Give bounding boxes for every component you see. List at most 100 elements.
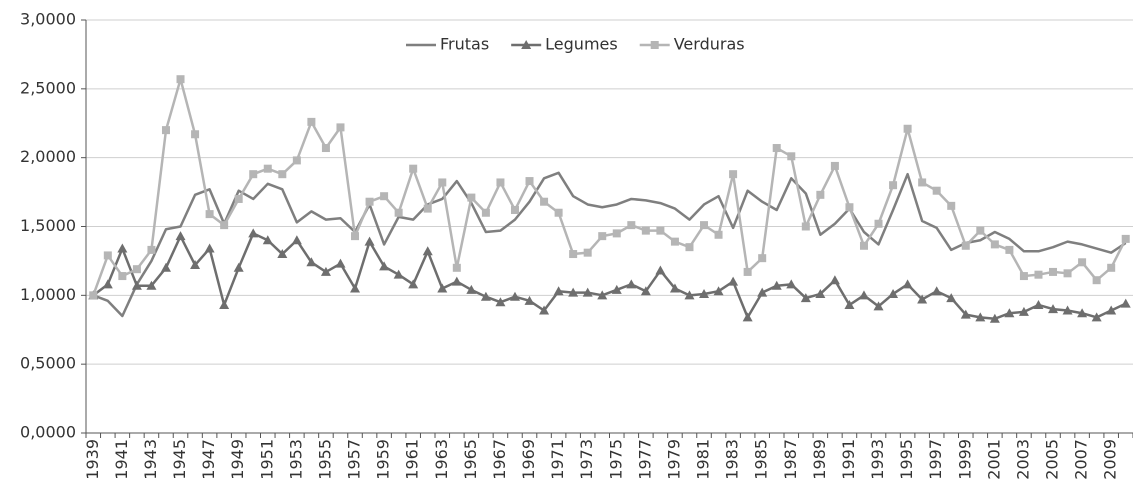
marker bbox=[758, 254, 767, 263]
x-tick-label: 1991 bbox=[839, 439, 858, 480]
x-tick-label: 1993 bbox=[868, 439, 887, 480]
x-tick-label: 1945 bbox=[170, 439, 189, 480]
marker bbox=[524, 295, 535, 305]
marker bbox=[728, 276, 739, 286]
marker bbox=[393, 269, 404, 279]
legend-item: Frutas bbox=[406, 35, 489, 54]
marker bbox=[669, 283, 680, 293]
series-line bbox=[92, 232, 1127, 320]
marker bbox=[845, 203, 854, 212]
x-tick-label: 1987 bbox=[781, 439, 800, 480]
legend-label: Legumes bbox=[545, 35, 618, 54]
marker bbox=[583, 248, 592, 257]
marker bbox=[422, 246, 433, 256]
x-tick-label: 1961 bbox=[403, 439, 422, 480]
marker bbox=[262, 235, 273, 245]
marker bbox=[131, 280, 142, 290]
marker bbox=[350, 283, 361, 293]
x-tick-label: 1971 bbox=[548, 439, 567, 480]
marker bbox=[1005, 245, 1014, 254]
marker bbox=[1107, 263, 1116, 272]
marker bbox=[379, 261, 390, 271]
marker bbox=[611, 284, 622, 294]
marker bbox=[787, 152, 796, 161]
marker bbox=[946, 293, 957, 303]
marker bbox=[539, 305, 550, 315]
marker bbox=[931, 286, 942, 296]
x-tick-label: 1947 bbox=[199, 439, 218, 480]
marker bbox=[815, 288, 826, 298]
marker bbox=[248, 228, 259, 238]
marker bbox=[423, 204, 432, 213]
marker bbox=[452, 263, 461, 272]
marker bbox=[1048, 304, 1059, 314]
marker bbox=[684, 290, 695, 300]
x-tick-label: 1963 bbox=[432, 439, 451, 480]
marker bbox=[336, 123, 345, 132]
marker bbox=[655, 265, 666, 275]
marker bbox=[947, 201, 956, 210]
marker bbox=[685, 243, 694, 252]
marker bbox=[146, 280, 157, 290]
marker bbox=[859, 241, 868, 250]
x-tick-label: 2007 bbox=[1072, 439, 1091, 480]
marker bbox=[204, 243, 215, 253]
marker bbox=[394, 208, 403, 217]
marker bbox=[858, 290, 869, 300]
marker bbox=[89, 291, 98, 300]
marker bbox=[335, 258, 346, 268]
marker bbox=[626, 279, 637, 289]
x-tick-label: 1953 bbox=[286, 439, 305, 480]
marker bbox=[729, 170, 738, 179]
x-tick-label: 1999 bbox=[955, 439, 974, 480]
marker bbox=[540, 197, 549, 206]
marker bbox=[656, 226, 665, 235]
marker bbox=[786, 279, 797, 289]
marker bbox=[365, 197, 374, 206]
marker bbox=[700, 221, 709, 230]
x-tick-label: 2001 bbox=[984, 439, 1003, 480]
marker bbox=[233, 262, 244, 272]
x-tick-label: 1957 bbox=[345, 439, 364, 480]
marker bbox=[829, 275, 840, 285]
marker bbox=[307, 117, 316, 126]
marker bbox=[509, 291, 520, 301]
marker bbox=[438, 178, 447, 187]
marker bbox=[598, 232, 607, 241]
marker bbox=[132, 265, 141, 274]
marker bbox=[1049, 267, 1058, 276]
marker bbox=[234, 194, 243, 203]
marker bbox=[321, 144, 330, 153]
marker bbox=[1063, 269, 1072, 278]
marker bbox=[961, 241, 970, 250]
marker bbox=[553, 286, 564, 296]
x-tick-label: 1967 bbox=[490, 439, 509, 480]
marker bbox=[147, 245, 156, 254]
marker bbox=[772, 144, 781, 153]
x-tick-label: 1975 bbox=[606, 439, 625, 480]
x-tick-label: 1973 bbox=[577, 439, 596, 480]
x-tick-label: 1983 bbox=[723, 439, 742, 480]
x-tick-label: 1965 bbox=[461, 439, 480, 480]
x-tick-label: 1955 bbox=[315, 439, 334, 480]
marker bbox=[990, 240, 999, 249]
marker bbox=[888, 288, 899, 298]
x-tick-label: 1981 bbox=[694, 439, 713, 480]
marker bbox=[351, 232, 360, 241]
marker bbox=[713, 286, 724, 296]
marker bbox=[932, 186, 941, 195]
marker bbox=[917, 294, 928, 304]
marker bbox=[249, 170, 258, 179]
marker bbox=[380, 192, 389, 201]
marker bbox=[582, 287, 593, 297]
marker bbox=[699, 288, 710, 298]
marker bbox=[800, 293, 811, 303]
marker bbox=[277, 249, 288, 259]
marker bbox=[480, 291, 491, 301]
marker bbox=[1019, 272, 1028, 281]
y-tick-label: 3,0000 bbox=[20, 10, 76, 29]
marker bbox=[1091, 312, 1102, 322]
marker bbox=[495, 297, 506, 307]
marker bbox=[1092, 276, 1101, 285]
x-tick-label: 1979 bbox=[664, 439, 683, 480]
